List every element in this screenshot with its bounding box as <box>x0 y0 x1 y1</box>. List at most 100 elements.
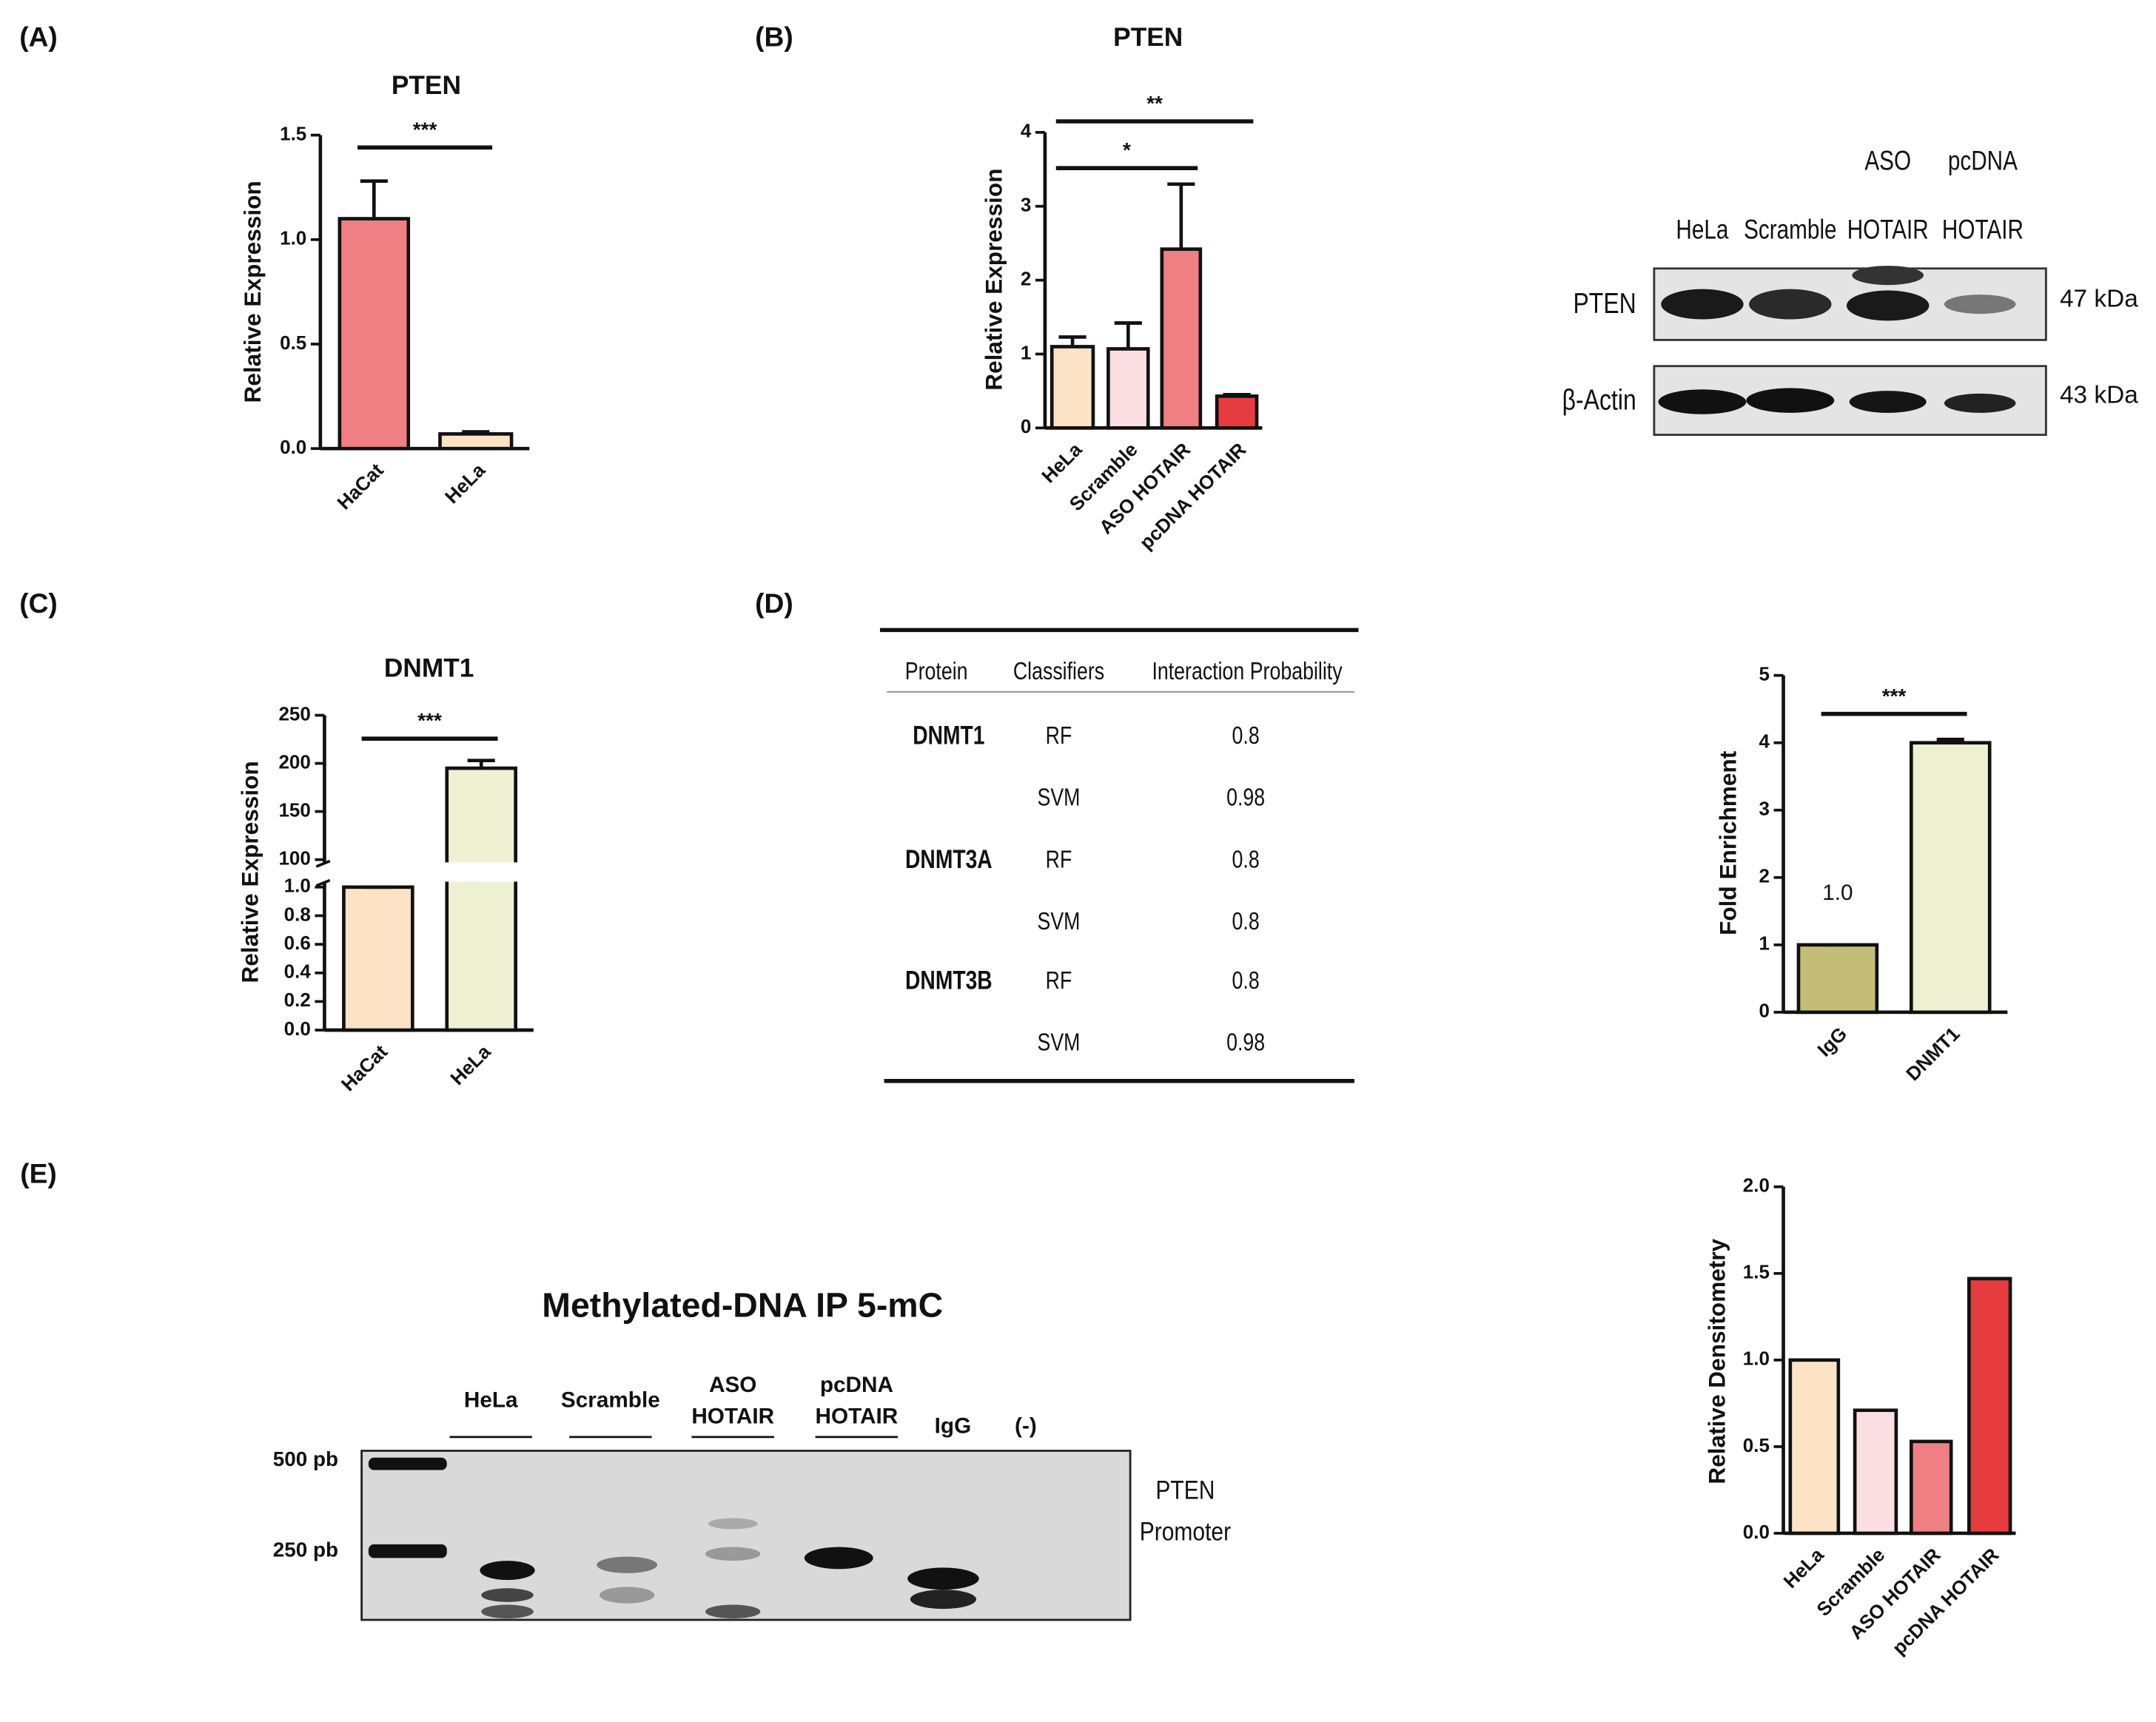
blot-band <box>1661 289 1744 320</box>
y-tick-label: 250 <box>278 702 310 724</box>
bar <box>1967 1277 2012 1536</box>
target-label: PTEN <box>1155 1475 1215 1504</box>
axis-break-mark <box>315 878 331 887</box>
y-tick-label: 2.0 <box>1743 1174 1770 1197</box>
lane-label: ASO <box>1864 147 1911 177</box>
significance-label: * <box>1123 138 1131 161</box>
y-axis-label: Fold Enrichment <box>1714 750 1741 935</box>
protein-label: β-Actin <box>1562 383 1636 416</box>
gel-image <box>360 1450 1132 1621</box>
y-tick-label: 0.0 <box>1743 1521 1770 1543</box>
blot-band <box>1849 391 1927 413</box>
ladder-band <box>368 1457 447 1470</box>
blot-band <box>1658 389 1747 414</box>
table-cell: 0.98 <box>1226 1029 1265 1056</box>
value-label: 1.0 <box>1822 881 1853 905</box>
table-header: Classifiers <box>1013 658 1104 685</box>
blot-band <box>1746 388 1835 413</box>
gel-band <box>708 1518 758 1530</box>
chart-title: PTEN <box>1113 23 1183 52</box>
bar <box>445 766 517 1032</box>
panel-label: (C) <box>19 588 58 619</box>
table-cell: DNMT3A <box>905 844 993 874</box>
table-cell: RF <box>1046 722 1072 749</box>
y-tick-label: 2 <box>1759 865 1769 887</box>
y-tick-label: 1.0 <box>280 227 306 249</box>
bar <box>1050 345 1095 430</box>
y-axis-label: Relative Expression <box>239 181 266 403</box>
lane-label: Scramble <box>1744 215 1836 245</box>
y-tick-label: 100 <box>278 847 310 870</box>
y-tick-label: 150 <box>278 798 310 821</box>
bar <box>1909 1439 1953 1536</box>
table-cell: SVM <box>1038 1029 1081 1056</box>
y-tick-label: 0.6 <box>284 932 311 954</box>
table-cell: 0.98 <box>1226 784 1265 811</box>
bar <box>342 885 414 1032</box>
gel-lane-label: HOTAIR <box>816 1405 899 1429</box>
marker-label: 250 pb <box>273 1538 338 1561</box>
gel-band <box>907 1567 979 1590</box>
y-tick-label: 4 <box>1021 120 1032 142</box>
gel-lane-label: Scramble <box>561 1388 660 1412</box>
table-cell: DNMT1 <box>913 721 984 750</box>
gel-lane-label: HeLa <box>464 1388 518 1412</box>
size-label: 47 kDa <box>2060 285 2138 312</box>
blot-band <box>1852 266 1924 286</box>
y-tick-label: 0.0 <box>280 436 306 458</box>
gel-band <box>481 1588 534 1602</box>
bar <box>1106 347 1150 430</box>
table-cell: SVM <box>1038 908 1081 935</box>
bar <box>1788 1358 1841 1536</box>
y-axis-label: Relative Densitometry <box>1704 1238 1730 1484</box>
size-label: 43 kDa <box>2060 381 2138 408</box>
blot-band <box>1749 289 1832 320</box>
y-tick-label: 200 <box>278 750 310 773</box>
marker-label: 500 pb <box>273 1447 338 1470</box>
y-tick-label: 0.2 <box>284 989 311 1011</box>
significance-label: *** <box>417 709 442 732</box>
lane-label: HeLa <box>1676 215 1728 245</box>
y-tick-label: 5 <box>1759 663 1769 685</box>
gel-band <box>480 1561 535 1581</box>
significance-label: *** <box>413 118 437 141</box>
gel-band <box>481 1604 534 1619</box>
gel-band <box>597 1556 658 1573</box>
chart-title: PTEN <box>392 71 461 100</box>
y-tick-label: 3 <box>1759 798 1769 820</box>
blot-band <box>1846 290 1930 321</box>
gel-lane-label: IgG <box>935 1414 972 1439</box>
axis-break-mark <box>315 859 331 868</box>
table-cell: 0.8 <box>1232 967 1260 994</box>
y-tick-label: 1.0 <box>284 875 311 897</box>
y-tick-label: 0 <box>1759 1000 1769 1022</box>
y-tick-label: 1 <box>1021 341 1031 363</box>
gel-lane-label: (-) <box>1015 1414 1037 1439</box>
chart-title: DNMT1 <box>384 654 474 683</box>
y-axis-label: Relative Expression <box>236 761 263 983</box>
significance-label: ** <box>1146 92 1163 115</box>
y-tick-label: 1 <box>1759 932 1769 955</box>
gel-lane-label: pcDNA <box>820 1373 893 1397</box>
y-tick-label: 4 <box>1759 730 1770 753</box>
y-tick-label: 0.4 <box>284 961 312 983</box>
table-cell: DNMT3B <box>905 965 993 995</box>
bar <box>1853 1408 1898 1536</box>
bar <box>337 217 411 451</box>
table-cell: 0.8 <box>1232 908 1260 935</box>
table-cell: RF <box>1046 967 1072 994</box>
gel-band <box>910 1590 977 1610</box>
y-tick-label: 1.0 <box>1743 1348 1770 1370</box>
lane-label: pcDNA <box>1948 147 2018 177</box>
panel-label: (B) <box>755 21 793 52</box>
gel <box>360 1450 1132 1621</box>
table-header: Protein <box>905 658 968 685</box>
y-axis-label: Relative Expression <box>980 169 1007 391</box>
significance-label: *** <box>1882 685 1907 707</box>
y-tick-label: 2 <box>1021 267 1031 289</box>
gel-lane-label: ASO <box>709 1373 756 1397</box>
gel-band <box>804 1547 873 1570</box>
blot-band <box>1944 393 2016 413</box>
gel-title: Methylated-DNA IP 5-mC <box>542 1286 943 1325</box>
bar <box>1215 394 1259 430</box>
